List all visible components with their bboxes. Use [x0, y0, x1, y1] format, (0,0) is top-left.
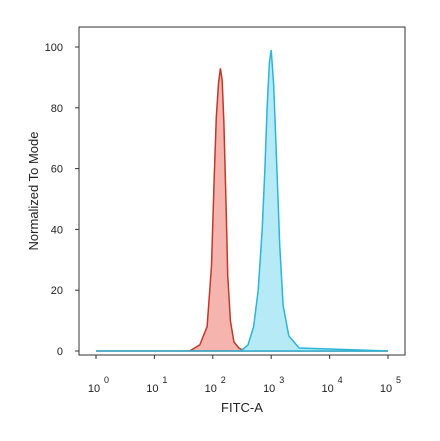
x-tick-label-exponent: 4 — [338, 375, 343, 385]
series-1-area — [96, 68, 388, 352]
x-tick-label-base: 10 — [88, 383, 100, 395]
x-tick-label-exponent: 5 — [396, 375, 401, 385]
x-axis-ticks: 10 0 10 1 10 2 10 3 10 4 10 5 — [88, 355, 401, 395]
x-tick-label-exponent: 3 — [279, 375, 284, 385]
x-tick-label-base: 10 — [205, 383, 217, 395]
y-axis-label: Normalized To Mode — [26, 132, 41, 251]
y-tick-label: 20 — [51, 285, 63, 297]
series-2-area — [96, 49, 389, 352]
x-tick-label-base: 10 — [380, 383, 392, 395]
y-tick-label: 100 — [45, 42, 63, 54]
x-tick-label-exponent: 2 — [221, 375, 226, 385]
plot-frame — [78, 26, 406, 356]
x-axis-label: FITC-A — [221, 400, 263, 415]
y-tick-label: 60 — [51, 164, 63, 176]
x-tick-label-exponent: 0 — [104, 375, 109, 385]
y-axis-ticks: 0 20 40 60 80 100 — [45, 42, 79, 358]
x-tick-label-exponent: 1 — [162, 375, 167, 385]
y-tick-label: 40 — [51, 224, 63, 236]
x-tick-label-base: 10 — [263, 383, 275, 395]
y-tick-label: 0 — [57, 346, 63, 358]
y-tick-label: 80 — [51, 103, 63, 115]
x-tick-label-base: 10 — [321, 383, 333, 395]
series-layer — [96, 49, 389, 352]
x-tick-label-base: 10 — [146, 383, 158, 395]
